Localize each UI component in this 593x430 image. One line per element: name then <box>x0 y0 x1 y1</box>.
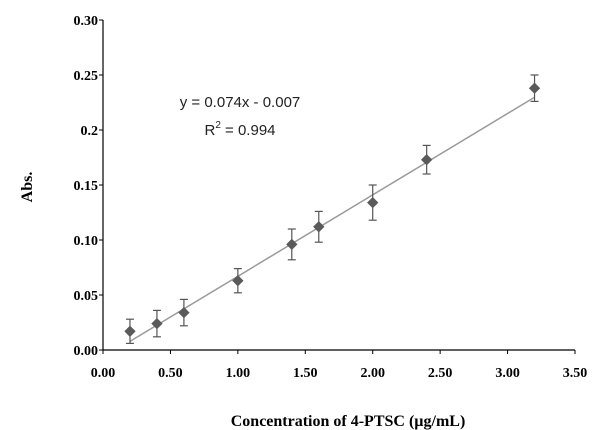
x-tick-label: 3.00 <box>495 366 520 381</box>
axes <box>99 19 576 354</box>
error-bars-layer <box>125 74 539 344</box>
y-tick-label: 0.2 <box>81 124 99 139</box>
data-point <box>313 221 325 233</box>
x-tick-label: 0.50 <box>158 366 183 381</box>
regression-line <box>129 96 535 343</box>
data-point <box>232 275 244 287</box>
data-points-layer <box>124 82 541 337</box>
data-point <box>124 325 136 337</box>
y-tick-label: 0.10 <box>74 234 99 249</box>
data-point <box>178 306 190 319</box>
data-point <box>528 82 541 94</box>
y-tick-label: 0.00 <box>74 344 99 359</box>
x-tick-label: 0.00 <box>91 366 116 381</box>
y-axis-label: Abs. <box>19 172 36 203</box>
x-axis-label: Concentration of 4-PTSC (µg/mL) <box>231 413 466 430</box>
x-tick-labels: 0.00 0.50 1.00 1.50 2.00 2.50 3.00 3.50 <box>91 366 588 381</box>
y-tick-labels: 0.00 0.05 0.10 0.15 0.2 0.25 0.30 <box>74 14 99 359</box>
r2-prefix: R <box>204 122 215 139</box>
y-tick-label: 0.05 <box>74 289 99 304</box>
trendline-layer <box>129 96 535 343</box>
data-point <box>367 196 379 209</box>
data-point <box>286 238 298 251</box>
r2-value: = 0.994 <box>221 122 276 139</box>
x-tick-label: 2.50 <box>428 366 453 381</box>
data-point <box>151 317 163 330</box>
x-tick-label: 3.50 <box>563 366 588 381</box>
x-tick-label: 1.00 <box>226 366 251 381</box>
y-tick-label: 0.15 <box>74 179 99 194</box>
data-point <box>421 154 433 166</box>
y-tick-label: 0.25 <box>74 69 99 84</box>
x-tick-label: 1.50 <box>293 366 318 381</box>
regression-equation: y = 0.074x - 0.007 <box>180 94 301 111</box>
r2-exponent: 2 <box>215 120 221 131</box>
r-squared-label: R2 = 0.994 <box>204 120 275 139</box>
x-tick-label: 2.00 <box>360 366 385 381</box>
y-tick-label: 0.30 <box>74 14 99 29</box>
